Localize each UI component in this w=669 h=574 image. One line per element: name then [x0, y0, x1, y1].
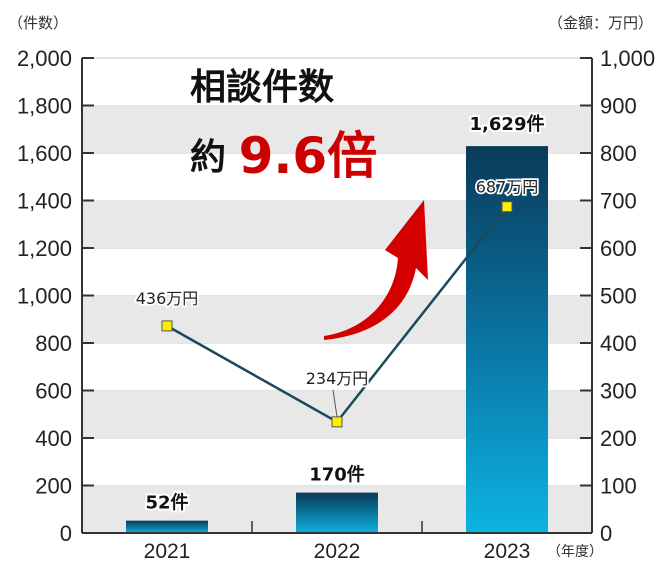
left-tick-label: 1,400 — [17, 189, 72, 214]
line-value-label: 687万円 — [476, 178, 539, 197]
bar-2022 — [296, 492, 378, 533]
right-tick-label: 600 — [600, 236, 637, 261]
axes: 0 200 400 600 800 1,000 1,200 1,400 1,600 1,800 2,… — [17, 46, 655, 563]
grid-band — [82, 58, 592, 106]
left-tick-label: 2,000 — [17, 46, 72, 71]
left-tick-label: 1,600 — [17, 141, 72, 166]
x-tick-label: 2021 — [144, 540, 191, 563]
right-axis-unit: （金額：万円） — [548, 15, 654, 32]
right-tick-label: 400 — [600, 331, 637, 356]
arrow-icon — [324, 200, 428, 340]
left-tick-label: 200 — [35, 474, 72, 499]
x-axis-unit: （年度） — [547, 543, 603, 559]
left-tick-label: 1,200 — [17, 236, 72, 261]
bar-value-label: 170件 — [309, 464, 365, 486]
line-value-label: 436万円 — [136, 289, 199, 308]
bar-value-label: 52件 — [145, 492, 188, 514]
bar-2021 — [126, 520, 208, 533]
right-tick-label: 300 — [600, 379, 637, 404]
right-tick-label: 1,000 — [600, 46, 655, 71]
left-tick-label: 800 — [35, 331, 72, 356]
headline-multiplier: 9.6倍 — [238, 127, 378, 185]
headline-line1: 相談件数 — [190, 67, 335, 108]
right-tick-label: 500 — [600, 284, 637, 309]
right-tick-label: 900 — [600, 94, 637, 119]
left-tick-label: 400 — [35, 426, 72, 451]
left-tick-label: 1,000 — [17, 284, 72, 309]
right-tick-label: 100 — [600, 474, 637, 499]
x-tick-label: 2022 — [314, 540, 361, 563]
right-tick-label: 200 — [600, 426, 637, 451]
left-tick-label: 600 — [35, 379, 72, 404]
line-marker — [331, 416, 343, 428]
x-tick-label: 2023 — [484, 540, 531, 563]
left-tick-label: 0 — [60, 521, 72, 546]
labels: 52件 170件 1,629件 436万円 234万円 687万円 — [134, 111, 546, 516]
right-tick-label: 700 — [600, 189, 637, 214]
right-tick-label: 0 — [600, 521, 612, 546]
right-tick-label: 800 — [600, 141, 637, 166]
line-series — [161, 201, 513, 428]
left-tick-label: 1,800 — [17, 94, 72, 119]
headline-prefix: 約 — [190, 137, 227, 178]
left-axis-unit: （件数） — [8, 15, 69, 32]
bar-value-label: 1,629件 — [470, 113, 545, 135]
headline-line2: 約 9.6倍 — [190, 112, 378, 185]
line-marker — [161, 320, 173, 332]
line-value-label: 234万円 — [306, 369, 369, 388]
grid-band — [82, 105, 592, 153]
line-marker — [501, 201, 513, 213]
